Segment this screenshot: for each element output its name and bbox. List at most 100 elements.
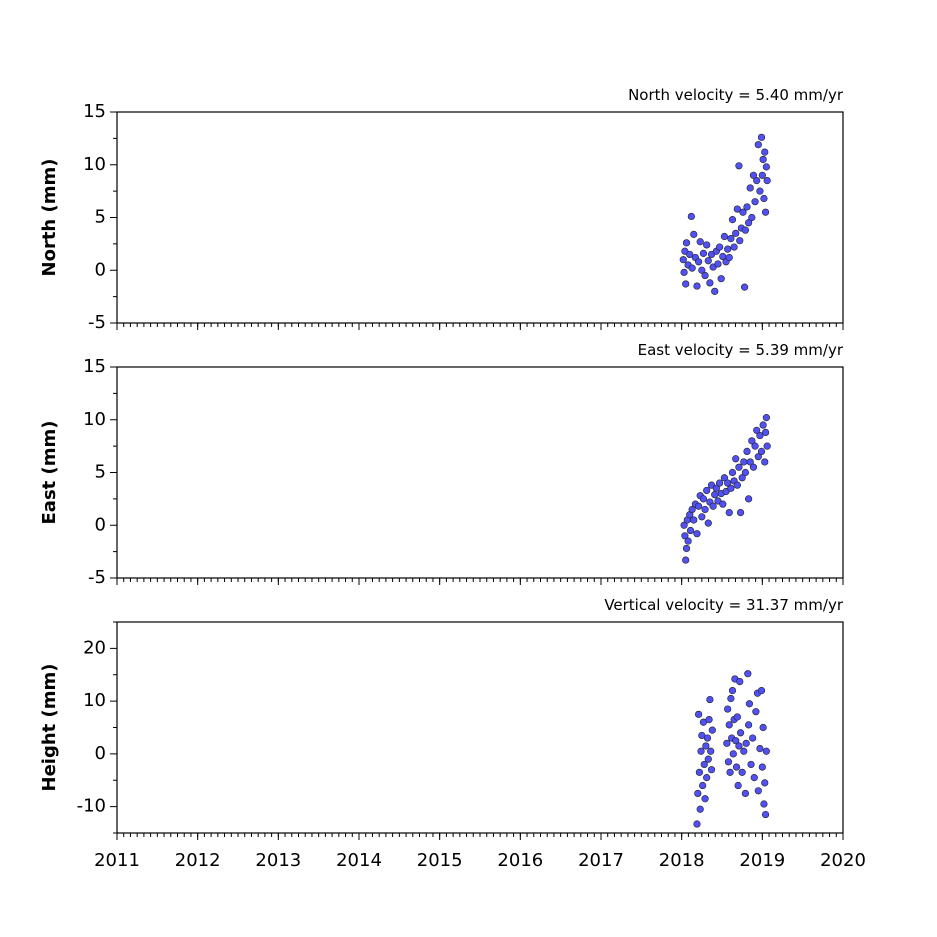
point — [682, 280, 690, 288]
point — [753, 176, 761, 185]
point — [714, 260, 722, 268]
y-tick-label: 15 — [83, 356, 106, 377]
point — [715, 243, 724, 251]
point — [725, 508, 733, 517]
point — [756, 431, 764, 440]
point — [735, 742, 743, 750]
point — [754, 787, 762, 795]
point — [741, 468, 749, 477]
point — [758, 171, 766, 179]
point — [756, 744, 764, 753]
point — [682, 239, 691, 247]
y-tick-label: 5 — [95, 462, 106, 483]
panel-title: East velocity = 5.39 mm/yr — [638, 341, 844, 359]
panel-title: North velocity = 5.40 mm/yr — [628, 86, 844, 104]
point — [754, 453, 762, 461]
point — [688, 264, 696, 272]
point — [763, 442, 771, 450]
point — [743, 203, 751, 211]
y-tick-label: 10 — [83, 690, 106, 711]
point — [749, 463, 758, 471]
point — [704, 755, 712, 763]
point — [700, 760, 708, 769]
y-tick-label: -5 — [88, 567, 106, 588]
point — [708, 726, 716, 734]
point — [735, 463, 743, 471]
point — [736, 729, 745, 737]
point — [696, 805, 704, 813]
point — [726, 768, 734, 776]
point — [738, 474, 746, 482]
point — [745, 219, 753, 227]
point — [724, 705, 732, 713]
point — [748, 437, 756, 445]
point — [705, 715, 713, 724]
point — [758, 763, 766, 771]
point — [695, 258, 703, 266]
point — [742, 739, 750, 747]
point — [757, 447, 766, 456]
y-tick-label: 15 — [83, 101, 106, 122]
point — [740, 458, 748, 466]
point — [743, 447, 751, 456]
point — [745, 495, 753, 503]
x-tick-label: 2018 — [659, 850, 705, 871]
point — [701, 271, 709, 280]
point — [694, 789, 702, 798]
point — [732, 455, 740, 463]
point — [761, 148, 769, 156]
point — [760, 194, 768, 203]
y-axis-label: Height (mm) — [39, 664, 60, 792]
point — [720, 232, 729, 241]
point — [703, 486, 711, 495]
point — [740, 283, 749, 291]
point — [703, 734, 712, 742]
y-tick-label: 0 — [95, 514, 106, 535]
x-tick-label: 2020 — [820, 850, 866, 871]
point — [706, 279, 714, 287]
point — [754, 141, 762, 149]
point — [724, 758, 733, 766]
y-tick-label: 0 — [95, 259, 106, 280]
point — [707, 747, 715, 755]
point — [690, 516, 698, 524]
point — [693, 530, 701, 538]
point — [727, 484, 735, 492]
y-tick-label: -5 — [88, 312, 106, 333]
point — [698, 513, 706, 521]
point — [736, 508, 745, 517]
point — [751, 198, 759, 206]
point — [760, 800, 768, 808]
point — [757, 133, 766, 141]
point — [712, 484, 720, 492]
point — [762, 163, 770, 171]
point — [762, 414, 770, 422]
point — [739, 208, 747, 216]
point — [738, 768, 746, 776]
point — [707, 766, 716, 774]
point — [699, 781, 707, 790]
point — [695, 502, 703, 510]
point — [750, 774, 758, 782]
plot-frame — [116, 366, 844, 579]
point — [704, 257, 712, 265]
point — [744, 670, 752, 678]
y-tick-label: 5 — [95, 207, 106, 228]
point — [723, 739, 731, 747]
point — [715, 479, 724, 487]
point — [720, 474, 729, 482]
point — [733, 205, 741, 213]
point — [733, 713, 741, 721]
point — [706, 695, 714, 704]
point — [680, 268, 688, 276]
point — [711, 287, 719, 295]
point — [698, 266, 706, 274]
point — [686, 526, 695, 535]
point — [711, 491, 719, 499]
point — [732, 737, 740, 745]
point — [679, 256, 687, 264]
y-axis-label: North (mm) — [39, 159, 60, 277]
panel-title: Vertical velocity = 31.37 mm/yr — [604, 596, 844, 614]
point — [725, 253, 733, 262]
y-tick-label: 10 — [83, 409, 106, 430]
